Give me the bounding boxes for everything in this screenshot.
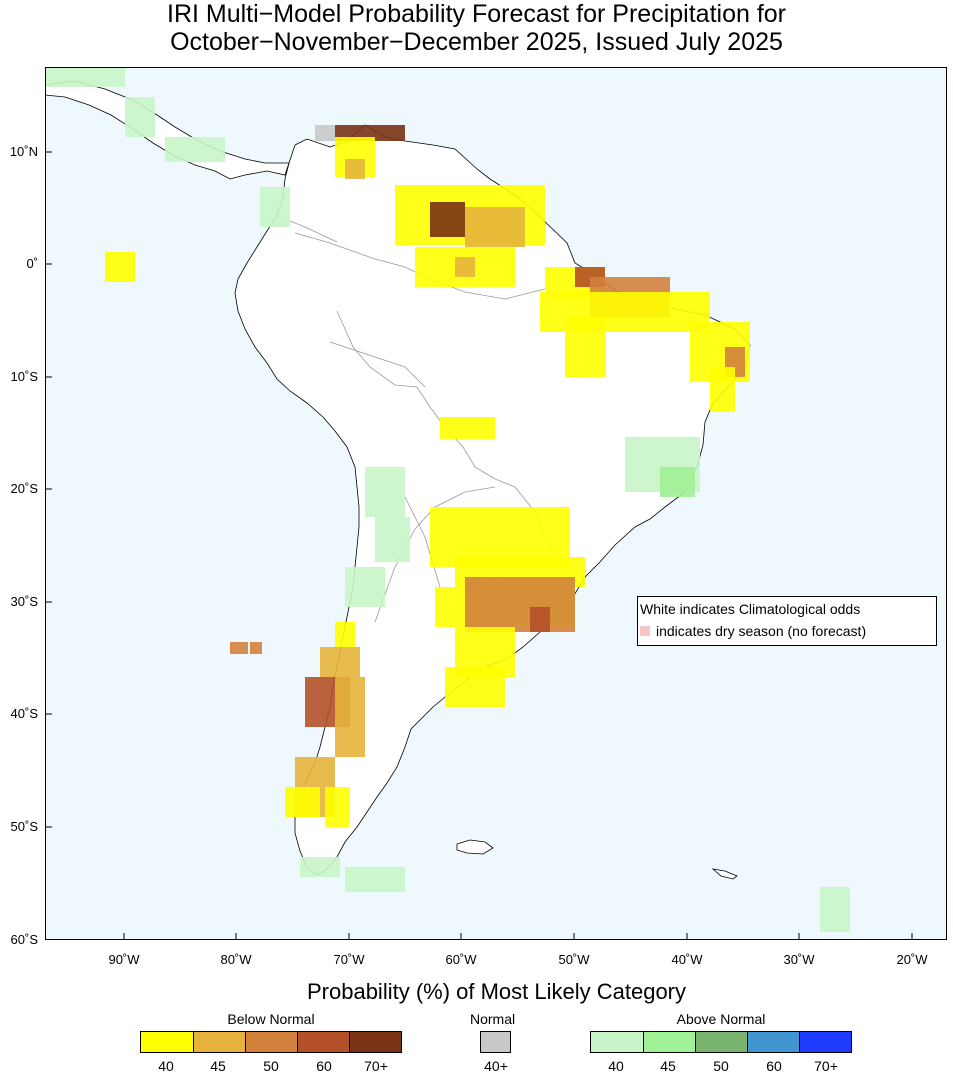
forecast-cell bbox=[105, 252, 135, 282]
forecast-cell bbox=[565, 317, 605, 377]
forecast-cell bbox=[455, 257, 475, 277]
legend-normal-40-swatch bbox=[480, 1031, 511, 1053]
forecast-cell bbox=[345, 159, 365, 179]
legend-above-tick-45: 45 bbox=[660, 1058, 676, 1074]
legend-above-45-swatch bbox=[643, 1031, 696, 1053]
map-title-line-1: IRI Multi−Model Probability Forecast for… bbox=[167, 0, 786, 28]
lat-label-60s: 60˚S bbox=[10, 932, 38, 947]
forecast-cell bbox=[335, 677, 365, 757]
lat-label-50s: 50˚S bbox=[10, 819, 38, 834]
lon-label-20w: 20˚W bbox=[896, 952, 928, 967]
lon-label-60w: 60˚W bbox=[445, 952, 477, 967]
forecast-cells bbox=[45, 67, 850, 932]
lat-label-10s: 10˚S bbox=[10, 369, 38, 384]
forecast-cell bbox=[285, 787, 320, 817]
map-title-line-2: October−November−December 2025, Issued J… bbox=[170, 28, 783, 56]
forecast-cell bbox=[345, 567, 385, 607]
central-america-landmass bbox=[44, 80, 290, 180]
legend-normal-tick-40plus: 40+ bbox=[484, 1058, 508, 1074]
forecast-cell bbox=[440, 417, 495, 439]
lat-label-0: 0˚ bbox=[26, 256, 38, 271]
lat-label-20s: 20˚S bbox=[10, 481, 38, 496]
legend-above-50-swatch bbox=[695, 1031, 748, 1053]
falkland-islands bbox=[456, 839, 494, 855]
legend-below-40-swatch bbox=[140, 1031, 194, 1053]
lon-label-70w: 70˚W bbox=[333, 952, 365, 967]
lon-label-50w: 50˚W bbox=[558, 952, 590, 967]
legend-above-tick-40: 40 bbox=[608, 1058, 624, 1074]
forecast-cell bbox=[445, 667, 505, 707]
forecast-cell bbox=[315, 125, 335, 141]
forecast-cell bbox=[125, 97, 155, 137]
forecast-cell bbox=[375, 517, 410, 562]
legend-below-tick-45: 45 bbox=[210, 1058, 226, 1074]
lon-label-30w: 30˚W bbox=[783, 952, 815, 967]
legend-below-50-swatch bbox=[245, 1031, 298, 1053]
dry-season-swatch bbox=[640, 626, 650, 636]
legend-above-tick-60: 60 bbox=[766, 1058, 782, 1074]
forecast-cell bbox=[45, 67, 125, 87]
dry-season-note: indicates dry season (no forecast) bbox=[656, 623, 867, 639]
forecast-cell bbox=[230, 642, 248, 654]
forecast-cell bbox=[300, 857, 340, 877]
legend-above-60-swatch bbox=[747, 1031, 800, 1053]
legend-below-tick-70plus: 70+ bbox=[364, 1058, 388, 1074]
legend-title: Probability (%) of Most Likely Category bbox=[306, 979, 687, 1004]
lat-label-10n: 10˚N bbox=[9, 144, 38, 159]
climatology-note-box: White indicates Climatological odds indi… bbox=[637, 596, 937, 646]
forecast-cell bbox=[320, 647, 360, 677]
legend-below-tick-60: 60 bbox=[316, 1058, 332, 1074]
forecast-cell bbox=[335, 622, 355, 647]
lon-label-90w: 90˚W bbox=[108, 952, 140, 967]
legend-below-tick-50: 50 bbox=[263, 1058, 279, 1074]
legend-above-tick-50: 50 bbox=[713, 1058, 729, 1074]
forecast-cell bbox=[430, 202, 465, 237]
forecast-map bbox=[44, 67, 947, 940]
legend-above-40-swatch bbox=[590, 1031, 644, 1053]
forecast-cell bbox=[250, 642, 262, 654]
legend-above-70-swatch bbox=[799, 1031, 852, 1053]
forecast-cell bbox=[660, 467, 695, 497]
lon-label-40w: 40˚W bbox=[671, 952, 703, 967]
forecast-cell bbox=[710, 367, 735, 412]
map-frame bbox=[45, 67, 947, 940]
forecast-cell bbox=[365, 467, 405, 517]
legend-above-tick-70plus: 70+ bbox=[814, 1058, 838, 1074]
forecast-cell bbox=[325, 787, 350, 827]
south-georgia-island bbox=[711, 868, 738, 880]
legend-below-tick-40: 40 bbox=[158, 1058, 174, 1074]
forecast-cell bbox=[530, 607, 550, 632]
lat-label-30s: 30˚S bbox=[10, 594, 38, 609]
forecast-map-svg bbox=[44, 67, 947, 940]
forecast-cell bbox=[465, 207, 525, 247]
lon-label-80w: 80˚W bbox=[220, 952, 252, 967]
forecast-cell bbox=[465, 577, 575, 632]
forecast-cell bbox=[260, 187, 290, 227]
lat-label-40s: 40˚S bbox=[10, 706, 38, 721]
forecast-cell bbox=[345, 867, 405, 892]
forecast-cell bbox=[165, 137, 225, 162]
climatology-note: White indicates Climatological odds bbox=[640, 601, 861, 617]
legend-below-70-swatch bbox=[349, 1031, 402, 1053]
legend-below-normal-label: Below Normal bbox=[227, 1011, 315, 1027]
forecast-cell bbox=[820, 887, 850, 932]
legend-below-45-swatch bbox=[193, 1031, 246, 1053]
legend-above-normal-label: Above Normal bbox=[676, 1011, 766, 1027]
legend-normal-label: Normal bbox=[470, 1011, 516, 1027]
legend-below-60-swatch bbox=[297, 1031, 350, 1053]
